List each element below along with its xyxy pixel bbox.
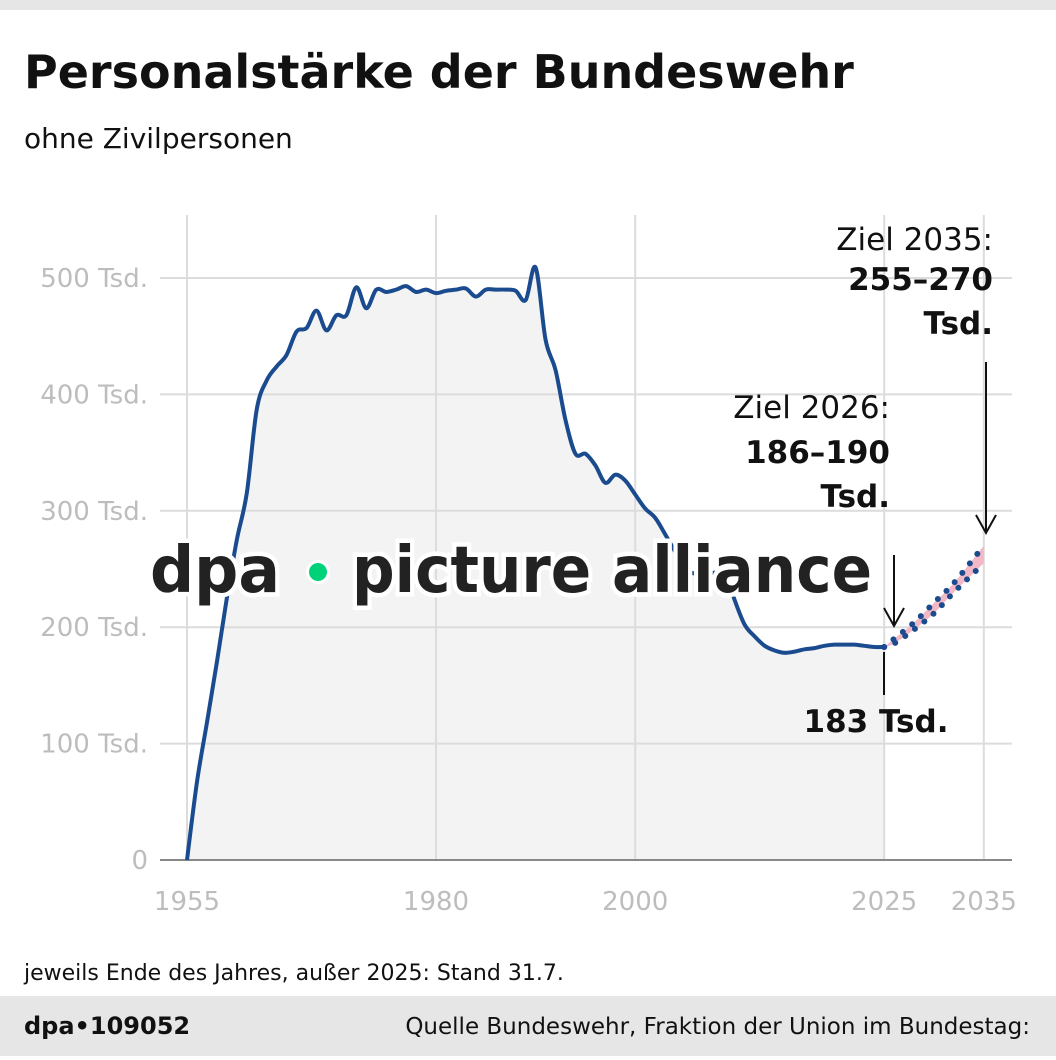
x-tick-label: 1980 bbox=[403, 887, 469, 917]
arrow-2035 bbox=[975, 362, 997, 536]
x-tick-label: 2025 bbox=[851, 887, 917, 917]
y-tick-label: 100 Tsd. bbox=[40, 730, 148, 760]
y-tick-label: 400 Tsd. bbox=[40, 380, 148, 410]
chart-subtitle: ohne Zivilpersonen bbox=[24, 122, 293, 155]
y-tick-label: 300 Tsd. bbox=[40, 497, 148, 527]
grid-layer bbox=[160, 215, 1012, 861]
annotation-2025-value: 183 Tsd. bbox=[804, 704, 949, 740]
annotation-2035-label: Ziel 2035: bbox=[836, 222, 993, 258]
annotation-2026-unit: Tsd. bbox=[821, 479, 890, 515]
y-tick-label: 200 Tsd. bbox=[40, 613, 148, 643]
tick-layer: 0 100 Tsd. 200 Tsd. 300 Tsd. 400 Tsd. 500 Tsd… bbox=[40, 264, 1017, 917]
area-layer bbox=[187, 266, 885, 860]
chart-title: Personalstärke der Bundeswehr bbox=[24, 45, 854, 99]
annotation-2035-value: 255–270 bbox=[848, 262, 993, 298]
watermark-dot bbox=[306, 560, 330, 584]
y-tick-label: 0 bbox=[131, 846, 148, 876]
x-tick-label: 2035 bbox=[951, 887, 1017, 917]
footer-source: Quelle Bundeswehr, Fraktion der Union im… bbox=[405, 1014, 1030, 1040]
line-layer bbox=[185, 264, 885, 861]
projection-upper-line bbox=[881, 542, 987, 650]
annotation-2026-label: Ziel 2026: bbox=[733, 390, 890, 426]
footer-id: dpa•109052 bbox=[24, 1012, 190, 1040]
footnote: jeweils Ende des Jahres, außer 2025: Sta… bbox=[23, 961, 564, 986]
area-fill bbox=[187, 266, 885, 860]
watermark-text-left: dpa bbox=[150, 534, 280, 608]
watermark-text-right: picture alliance bbox=[352, 534, 872, 608]
top-band bbox=[0, 0, 1056, 10]
watermark: dpa picture alliance bbox=[146, 530, 877, 613]
x-tick-label: 2000 bbox=[602, 887, 668, 917]
annotation-2026-value: 186–190 bbox=[745, 435, 890, 471]
arrow-2026 bbox=[883, 555, 905, 629]
y-tick-label: 500 Tsd. bbox=[40, 264, 148, 294]
projection-lower-line bbox=[881, 560, 987, 650]
x-tick-label: 1955 bbox=[154, 887, 220, 917]
footer-band bbox=[0, 996, 1056, 1056]
projection-layer bbox=[881, 542, 987, 650]
series-line bbox=[185, 264, 885, 861]
annotation-2035-unit: Tsd. bbox=[924, 306, 993, 342]
